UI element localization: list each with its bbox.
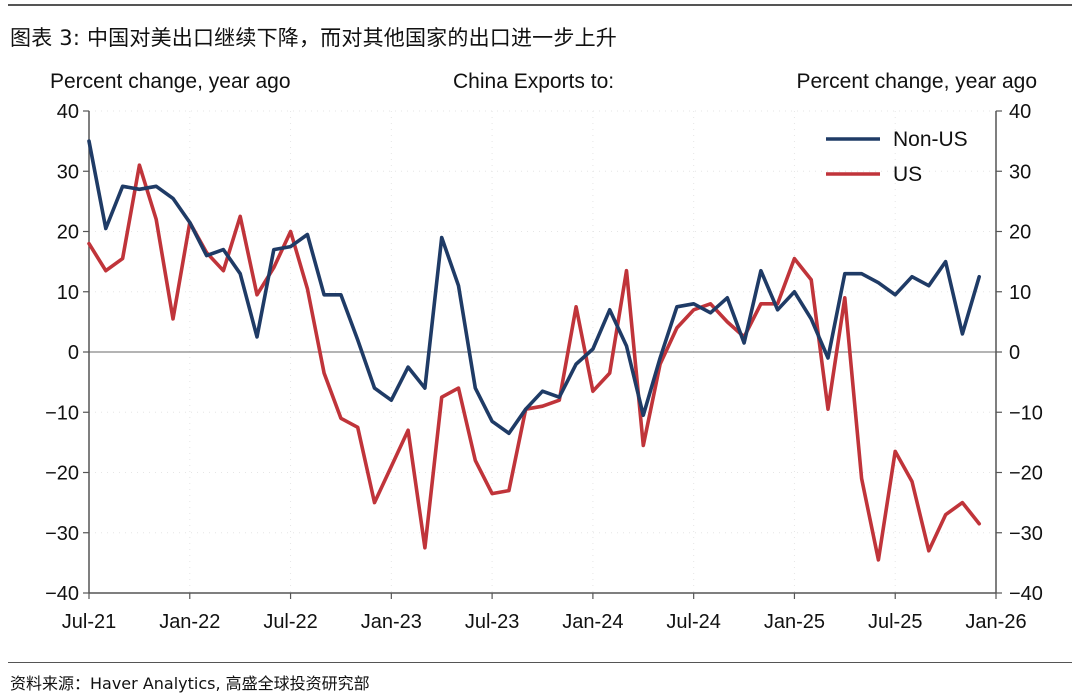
series-line-non-us: [87, 139, 982, 436]
y-tick-label-left: 40: [57, 101, 79, 123]
x-tick-label: Jan-22: [159, 611, 220, 633]
y-tick-label-left: −30: [45, 523, 79, 545]
y-tick-label-right: 40: [1009, 101, 1031, 123]
series-line-us: [87, 163, 982, 562]
line-chart: 40 40 30 30 20 20 10 10 0 0 −10 −10 −20 −20 −30 −30 −40 −…: [45, 101, 1043, 633]
y-tick-label-right: −20: [1009, 463, 1043, 485]
y-tick-label-left: 20: [57, 222, 79, 244]
x-tick-label: Jul-25: [868, 611, 922, 633]
y-tick-label-left: −20: [45, 463, 79, 485]
x-tick-label: Jul-22: [263, 611, 317, 633]
chart-title: China Exports to:: [453, 70, 615, 93]
x-tick-label: Jul-24: [666, 611, 720, 633]
figure-title: 图表 3: 中国对美出口继续下降，而对其他国家的出口进一步上升: [10, 26, 617, 50]
y-tick-label-right: 30: [1009, 161, 1031, 183]
x-tick-label: Jul-23: [465, 611, 519, 633]
x-tick-label: Jan-23: [361, 611, 422, 633]
y-tick-label-left: 30: [57, 161, 79, 183]
y-tick-label-left: 0: [68, 342, 79, 364]
y-tick-label-right: 0: [1009, 342, 1020, 364]
right-axis-label: Percent change, year ago: [796, 70, 1038, 93]
y-tick-label-right: −10: [1009, 402, 1043, 424]
legend-label-non-us: Non-US: [893, 128, 968, 151]
x-tick-label: Jan-24: [562, 611, 623, 633]
y-tick-label-right: 10: [1009, 282, 1031, 304]
y-tick-label-right: −30: [1009, 523, 1043, 545]
x-tick-label: Jan-25: [764, 611, 825, 633]
x-tick-label: Jan-26: [965, 611, 1026, 633]
left-axis-label: Percent change, year ago: [50, 70, 291, 93]
top-rule: [8, 4, 1072, 6]
x-tick-label: Jul-21: [62, 611, 116, 633]
y-tick-label-right: −40: [1009, 583, 1043, 605]
source-note: 资料来源：Haver Analytics, 高盛全球投资研究部: [10, 674, 370, 693]
y-tick-label-left: 10: [57, 282, 79, 304]
legend-label-us: US: [893, 163, 922, 186]
y-tick-label-left: −10: [45, 402, 79, 424]
y-tick-label-right: 20: [1009, 222, 1031, 244]
y-tick-label-left: −40: [45, 583, 79, 605]
bottom-rule: [8, 662, 1072, 663]
